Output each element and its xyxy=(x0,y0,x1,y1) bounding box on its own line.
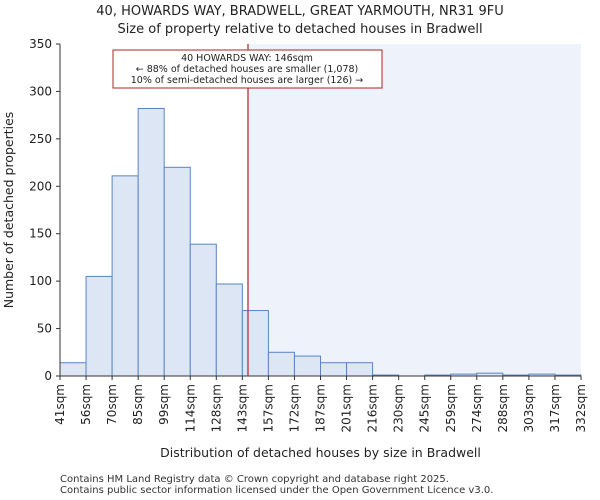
bar xyxy=(111,175,139,377)
x-axis-label: Distribution of detached houses by size … xyxy=(160,445,481,460)
x-tick-label: 332sqm xyxy=(574,384,588,432)
bar xyxy=(320,362,348,377)
bar xyxy=(293,355,322,377)
x-tick-label: 157sqm xyxy=(261,384,275,432)
annotation-line-smaller: ← 88% of detached houses are smaller (1,… xyxy=(136,64,359,75)
x-tick-label: 216sqm xyxy=(366,384,380,432)
highlight-region xyxy=(247,44,581,376)
x-tick-label: 201sqm xyxy=(340,384,354,432)
y-tick-label: 150 xyxy=(29,227,52,241)
x-tick-label: 41sqm xyxy=(53,384,67,425)
x-tick-label: 259sqm xyxy=(444,384,458,432)
bar xyxy=(189,243,217,377)
x-tick-label: 70sqm xyxy=(105,384,119,425)
footer-line-1: Contains HM Land Registry data © Crown c… xyxy=(60,474,449,485)
y-tick-label: 250 xyxy=(29,132,52,146)
bar xyxy=(346,362,374,377)
x-tick-label: 303sqm xyxy=(522,384,536,432)
x-tick-label: 274sqm xyxy=(470,384,484,432)
annotation-box xyxy=(112,49,383,89)
bar xyxy=(59,362,87,377)
x-tick-label: 99sqm xyxy=(157,384,171,425)
x-tick-label: 128sqm xyxy=(209,384,223,432)
x-tick-label: 56sqm xyxy=(79,384,93,425)
bar xyxy=(215,283,243,377)
x-tick-label: 85sqm xyxy=(131,384,145,425)
y-tick-label: 100 xyxy=(29,274,52,288)
x-tick-label: 245sqm xyxy=(418,384,432,432)
bar xyxy=(163,166,191,377)
annotation-line-larger: 10% of semi-detached houses are larger (… xyxy=(131,75,364,86)
x-tick-label: 143sqm xyxy=(235,384,249,432)
y-tick-label: 50 xyxy=(37,322,52,336)
footer-line-2: Contains public sector information licen… xyxy=(60,485,494,496)
x-tick-label: 317sqm xyxy=(548,384,562,432)
x-tick-label: 114sqm xyxy=(183,384,197,432)
x-tick-label: 230sqm xyxy=(392,384,406,432)
bar xyxy=(85,275,113,377)
bar xyxy=(241,310,269,377)
y-tick-label: 200 xyxy=(29,179,52,193)
annotation: 40 HOWARDS WAY: 146sqm ← 88% of detached… xyxy=(112,49,383,89)
x-tick-label: 288sqm xyxy=(496,384,510,432)
chart-title: 40, HOWARDS WAY, BRADWELL, GREAT YARMOUT… xyxy=(96,4,504,19)
x-tick-label: 187sqm xyxy=(314,384,328,432)
x-tick-label: 172sqm xyxy=(287,384,301,432)
annotation-title: 40 HOWARDS WAY: 146sqm xyxy=(181,53,313,64)
y-tick-label: 350 xyxy=(29,37,52,51)
chart-subtitle: Size of property relative to detached ho… xyxy=(117,22,483,37)
y-tick-label: 300 xyxy=(29,84,52,98)
y-tick-label: 0 xyxy=(44,369,52,383)
bar xyxy=(267,351,295,377)
y-axis-label: Number of detached properties xyxy=(1,112,16,309)
bar xyxy=(137,108,165,377)
